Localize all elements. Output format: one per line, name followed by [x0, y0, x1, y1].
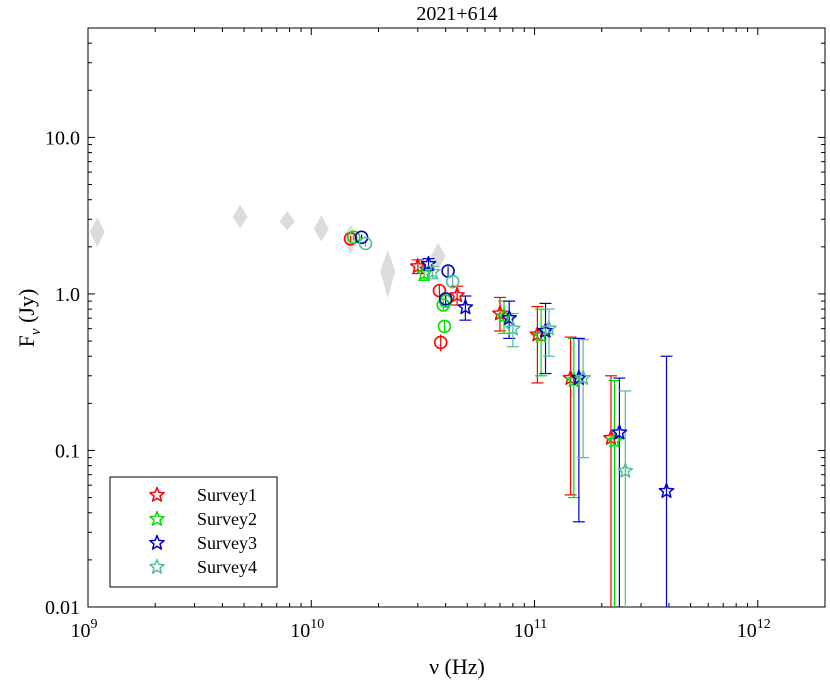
- archival-series: [89, 204, 446, 298]
- y-tick-label: 0.1: [55, 440, 80, 462]
- chart-title: 2021+614: [416, 3, 497, 25]
- x-tick-label-exponent: 10: [310, 617, 324, 632]
- legend-star-icon: [149, 510, 165, 526]
- archival-marker: [430, 242, 446, 271]
- x-tick-label-base: 10: [737, 620, 757, 642]
- y-tick-label: 1.0: [55, 284, 80, 306]
- x-axis-label: ν (Hz): [429, 654, 485, 679]
- x-tick-label: 1011: [514, 617, 547, 642]
- y-axis-label-main: F: [14, 335, 39, 347]
- archival-marker: [232, 204, 248, 228]
- x-tick-label-base: 10: [514, 620, 534, 642]
- x-tick-label: 1012: [737, 617, 771, 642]
- circle-marker: [346, 230, 361, 245]
- star-marker: [658, 482, 675, 498]
- legend-box: [109, 476, 278, 588]
- x-tick-label: 109: [71, 617, 98, 642]
- archival-marker: [380, 249, 396, 298]
- y-tick-label: 10.0: [45, 127, 80, 149]
- star-marker: [617, 462, 634, 478]
- star-marker: [449, 287, 465, 303]
- y-tick-label: 0.01: [45, 597, 80, 619]
- legend-entry-label: Survey2: [197, 509, 257, 529]
- legend-star-icon: [149, 486, 165, 502]
- legend: Survey1 Survey2 Survey3 Survey4: [109, 476, 278, 588]
- x-tick-label: 1010: [290, 617, 324, 642]
- star-marker: [457, 299, 474, 315]
- circle-marker: [437, 319, 452, 334]
- star-marker: [496, 308, 512, 324]
- archival-marker: [313, 215, 329, 242]
- star-marker: [505, 320, 521, 336]
- y-tick-labels: 0.01 0.1 1.0 10.0: [45, 127, 80, 619]
- circle-markers: [343, 230, 460, 350]
- x-tick-labels: 109 1010 1011 1012: [71, 617, 771, 642]
- star-marker: [424, 263, 441, 279]
- legend-entry-label: Survey1: [197, 485, 257, 505]
- legend-entry-label: Survey4: [197, 557, 257, 577]
- y-axis-label-subscript: ν: [28, 328, 44, 335]
- x-tick-label-exponent: 11: [534, 617, 547, 632]
- legend-entry-label: Survey3: [197, 533, 257, 553]
- x-tick-label-base: 10: [71, 620, 91, 642]
- legend-star-icon: [149, 534, 165, 550]
- legend-star-icon: [149, 558, 165, 574]
- circle-marker: [438, 292, 453, 306]
- x-tick-label-exponent: 12: [757, 617, 771, 632]
- circle-marker: [358, 236, 373, 251]
- axis-ticks: [87, 27, 826, 608]
- star-marker: [501, 309, 518, 326]
- archival-marker: [279, 210, 295, 231]
- archival-marker: [89, 217, 105, 248]
- y-axis-label-unit: (Jy): [14, 289, 39, 329]
- star-marker: [575, 369, 591, 385]
- circle-marker: [433, 335, 448, 350]
- x-tick-label-base: 10: [290, 620, 310, 642]
- x-tick-label-exponent: 9: [91, 617, 98, 632]
- y-axis-label: Fν (Jy): [14, 289, 44, 348]
- circle-marker: [445, 274, 460, 289]
- star-marker: [416, 265, 432, 281]
- star-marker: [541, 320, 557, 336]
- star-marker: [611, 424, 628, 440]
- star-markers: [409, 255, 675, 498]
- star-marker: [606, 432, 623, 448]
- star-marker: [420, 255, 437, 271]
